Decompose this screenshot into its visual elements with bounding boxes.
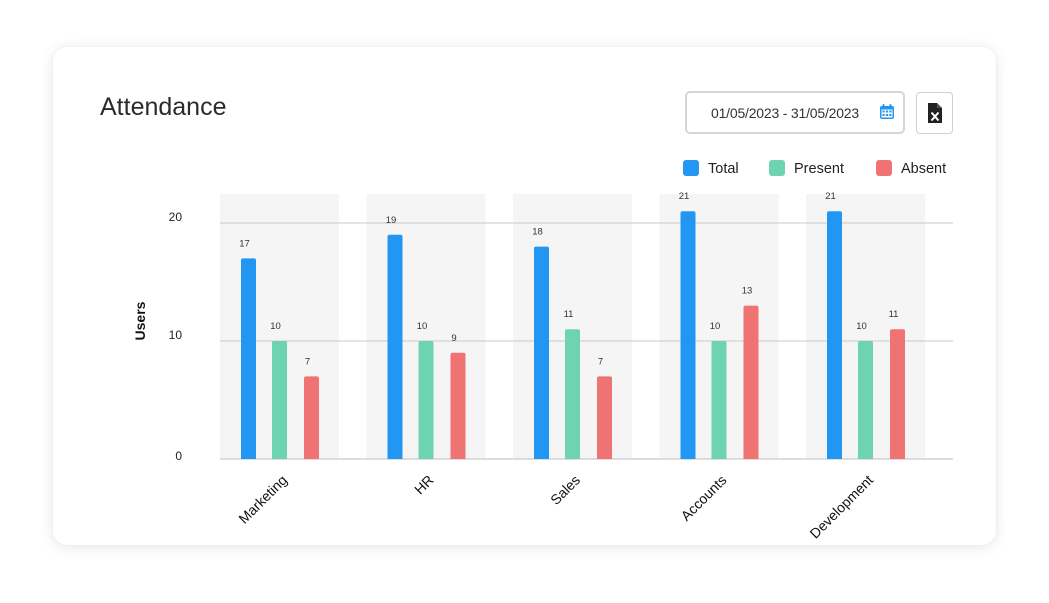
bar-present-hr [418, 341, 434, 459]
bar-total-sales [534, 246, 549, 459]
x-tick-label-marketing: Marketing [235, 472, 290, 527]
date-range-value: 01/05/2023 - 31/05/2023 [711, 104, 859, 121]
y-tick-label: 10 [169, 328, 183, 342]
bar-present-development [858, 341, 873, 459]
bar-total-accounts [680, 211, 696, 459]
legend-label-present: Present [794, 161, 844, 177]
excel-file-icon [927, 103, 942, 123]
legend-label-total: Total [708, 161, 739, 177]
bar-total-development [827, 211, 842, 459]
bar-absent-marketing [304, 376, 319, 459]
legend-swatch-absent [876, 160, 892, 176]
y-tick-label: 20 [169, 210, 183, 224]
y-axis-label: Users [132, 301, 148, 340]
data-label: 10 [417, 321, 428, 332]
data-label: 11 [564, 309, 574, 320]
calendar-icon [880, 104, 894, 119]
bar-present-accounts [711, 341, 727, 459]
legend-swatch-total [683, 160, 699, 176]
legend-label-absent: Absent [901, 161, 946, 177]
x-tick-label-development: Development [806, 472, 876, 542]
data-label: 13 [742, 286, 753, 297]
bar-absent-development [890, 329, 905, 459]
export-excel-button[interactable] [916, 92, 953, 134]
bar-absent-hr [450, 352, 466, 459]
bar-absent-accounts [743, 305, 759, 459]
page-title: Attendance [100, 93, 227, 121]
bar-present-sales [565, 329, 580, 459]
data-label: 10 [856, 321, 867, 332]
data-label: 18 [532, 227, 543, 238]
x-tick-label-sales: Sales [547, 472, 583, 508]
data-label: 21 [679, 191, 690, 202]
bar-total-hr [387, 234, 403, 459]
data-label: 21 [825, 191, 836, 202]
data-label: 7 [598, 356, 603, 367]
legend-swatch-present [769, 160, 785, 176]
data-label: 9 [451, 333, 456, 344]
data-label: 11 [889, 309, 899, 320]
attendance-bar-chart: 0 10 20 Users 17 10 7 Marketing 19 10 9 HR 18 11 7 Sale… [132, 160, 953, 542]
data-label: 19 [386, 215, 397, 226]
x-tick-label-hr: HR [411, 472, 437, 498]
attendance-card: Attendance 01/05/2023 - 31/05/2023 0 10 20… [53, 47, 996, 545]
date-range-picker[interactable]: 01/05/2023 - 31/05/2023 [685, 91, 905, 134]
data-label: 10 [710, 321, 721, 332]
bar-absent-sales [597, 376, 612, 459]
data-label: 10 [270, 321, 281, 332]
bar-total-marketing [241, 258, 256, 459]
data-label: 7 [305, 356, 310, 367]
y-tick-label: 0 [175, 449, 182, 463]
bar-present-marketing [272, 341, 287, 459]
x-tick-label-accounts: Accounts [678, 472, 730, 524]
data-label: 17 [239, 238, 250, 249]
